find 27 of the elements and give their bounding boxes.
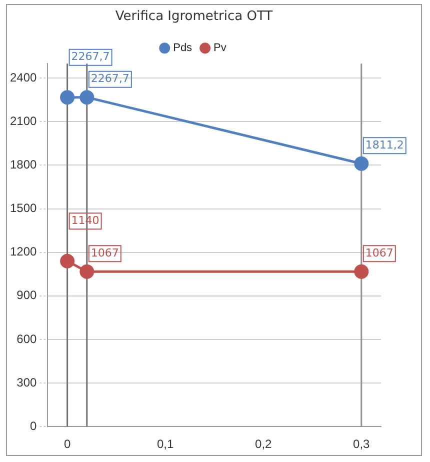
y-tick-label: 2400 xyxy=(10,70,38,84)
data-label: 1067 xyxy=(365,246,394,260)
data-label: 1067 xyxy=(90,246,119,260)
point xyxy=(80,264,94,279)
point xyxy=(354,264,369,279)
y-tick-label: 1800 xyxy=(10,158,38,172)
x-tick-label: 0,2 xyxy=(255,437,272,452)
chart-title: Verifica Igrometrica OTT xyxy=(115,9,273,24)
y-tick-label: 1200 xyxy=(10,244,38,259)
y-tick-label: 2100 xyxy=(10,114,38,128)
x-tick-label: 0 xyxy=(64,437,71,452)
legend-label: Pv xyxy=(214,42,227,54)
point xyxy=(60,90,75,105)
y-tick-label: 0 xyxy=(30,418,38,433)
x-tick-label: 0,1 xyxy=(156,437,174,452)
point xyxy=(80,90,94,105)
y-tick-label: 900 xyxy=(16,288,38,302)
data-label: 1811,2 xyxy=(365,138,404,152)
data-label: 2267,7 xyxy=(71,50,110,64)
legend-label: Pds xyxy=(173,42,193,54)
x-tick-label: 0,3 xyxy=(353,437,370,452)
data-label: 2267,7 xyxy=(90,72,130,86)
point xyxy=(60,254,75,268)
y-tick-label: 1500 xyxy=(10,201,38,216)
point xyxy=(354,156,369,171)
y-tick-label: 600 xyxy=(16,332,38,346)
y-tick-label: 300 xyxy=(16,375,38,390)
